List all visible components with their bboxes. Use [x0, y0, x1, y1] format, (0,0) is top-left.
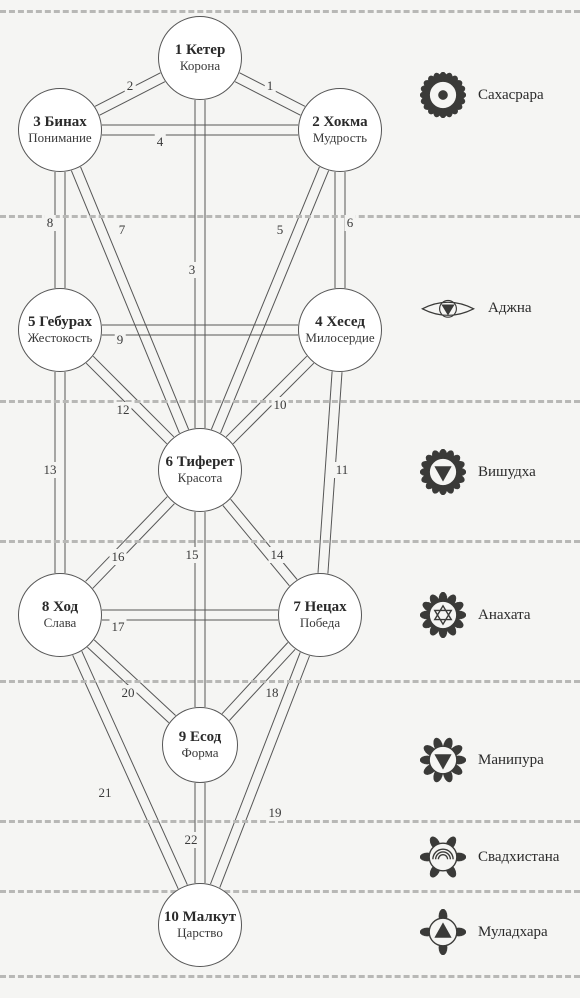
manipura-icon [420, 737, 466, 783]
sephira-n7: 7 НецахПобеда [278, 573, 362, 657]
sephira-title: 3 Бинах [33, 115, 86, 131]
section-divider [0, 400, 580, 403]
path-label-20: 20 [120, 685, 137, 701]
chakra-svadhisthana: Свадхистана [420, 834, 559, 880]
sephira-n10: 10 МалкутЦарство [158, 883, 242, 967]
path-label-9: 9 [115, 332, 126, 348]
sephira-subtitle: Мудрость [313, 131, 367, 145]
sephira-title: 6 Тиферет [166, 455, 235, 471]
vishuddha-icon [420, 449, 466, 495]
sephira-title: 4 Хесед [315, 315, 365, 331]
path-label-4: 4 [155, 134, 166, 150]
section-divider [0, 975, 580, 978]
path-label-6: 6 [345, 215, 356, 231]
chakra-muladhara: Муладхара [420, 909, 548, 955]
sephira-title: 9 Есод [179, 730, 222, 746]
sephira-n2: 2 ХокмаМудрость [298, 88, 382, 172]
sephira-n3: 3 БинахПонимание [18, 88, 102, 172]
path-label-2: 2 [125, 78, 136, 94]
path-label-18: 18 [264, 685, 281, 701]
path-label-17: 17 [110, 619, 127, 635]
section-divider [0, 215, 580, 218]
sephira-subtitle: Красота [178, 471, 223, 485]
chakra-label: Аджна [488, 300, 532, 317]
path-label-12: 12 [115, 402, 132, 418]
section-divider [0, 890, 580, 893]
path-label-13: 13 [42, 462, 59, 478]
sephira-subtitle: Победа [300, 616, 340, 630]
sephira-subtitle: Жестокость [28, 331, 93, 345]
sahasrara-icon [420, 72, 466, 118]
chakra-sahasrara: Сахасрара [420, 72, 544, 118]
section-divider [0, 540, 580, 543]
sephira-subtitle: Царство [177, 926, 223, 940]
sephira-title: 8 Ход [42, 600, 78, 616]
chakra-label: Манипура [478, 752, 544, 769]
sephira-subtitle: Слава [44, 616, 77, 630]
path-label-22: 22 [183, 832, 200, 848]
sephira-n1: 1 КетерКорона [158, 16, 242, 100]
chakra-vishuddha: Вишудха [420, 449, 536, 495]
path-label-5: 5 [275, 222, 286, 238]
chakra-ajna: Аджна [420, 292, 532, 326]
path-label-21: 21 [97, 785, 114, 801]
sephira-title: 10 Малкут [164, 910, 236, 926]
sephira-n9: 9 ЕсодФорма [162, 707, 238, 783]
sephira-n8: 8 ХодСлава [18, 573, 102, 657]
chakra-label: Анахата [478, 607, 531, 624]
sephira-n6: 6 ТиферетКрасота [158, 428, 242, 512]
sephira-title: 7 Нецах [293, 600, 346, 616]
svadhisthana-icon [420, 834, 466, 880]
path-label-19: 19 [267, 805, 284, 821]
path-label-1: 1 [265, 78, 276, 94]
sephira-title: 5 Гебурах [28, 315, 92, 331]
path-label-11: 11 [334, 462, 351, 478]
path-label-16: 16 [110, 549, 127, 565]
path-label-3: 3 [187, 262, 198, 278]
sephira-subtitle: Форма [182, 746, 219, 760]
chakra-label: Сахасрара [478, 87, 544, 104]
sephira-subtitle: Понимание [28, 131, 91, 145]
path-label-8: 8 [45, 215, 56, 231]
chakra-manipura: Манипура [420, 737, 544, 783]
section-divider [0, 820, 580, 823]
chakra-anahata: Анахата [420, 592, 531, 638]
sephira-title: 1 Кетер [175, 43, 226, 59]
section-divider [0, 680, 580, 683]
path-label-7: 7 [117, 222, 128, 238]
sephira-subtitle: Корона [180, 59, 220, 73]
anahata-icon [420, 592, 466, 638]
path-label-14: 14 [269, 547, 286, 563]
chakra-label: Свадхистана [478, 849, 559, 866]
path-label-15: 15 [184, 547, 201, 563]
sephira-n5: 5 ГебурахЖестокость [18, 288, 102, 372]
sephira-n4: 4 ХеседМилосердие [298, 288, 382, 372]
ajna-icon [420, 292, 476, 326]
chakra-label: Муладхара [478, 924, 548, 941]
sephira-title: 2 Хокма [312, 115, 367, 131]
sephira-subtitle: Милосердие [305, 331, 374, 345]
path-label-10: 10 [272, 397, 289, 413]
muladhara-icon [420, 909, 466, 955]
chakra-label: Вишудха [478, 464, 536, 481]
section-divider [0, 10, 580, 13]
